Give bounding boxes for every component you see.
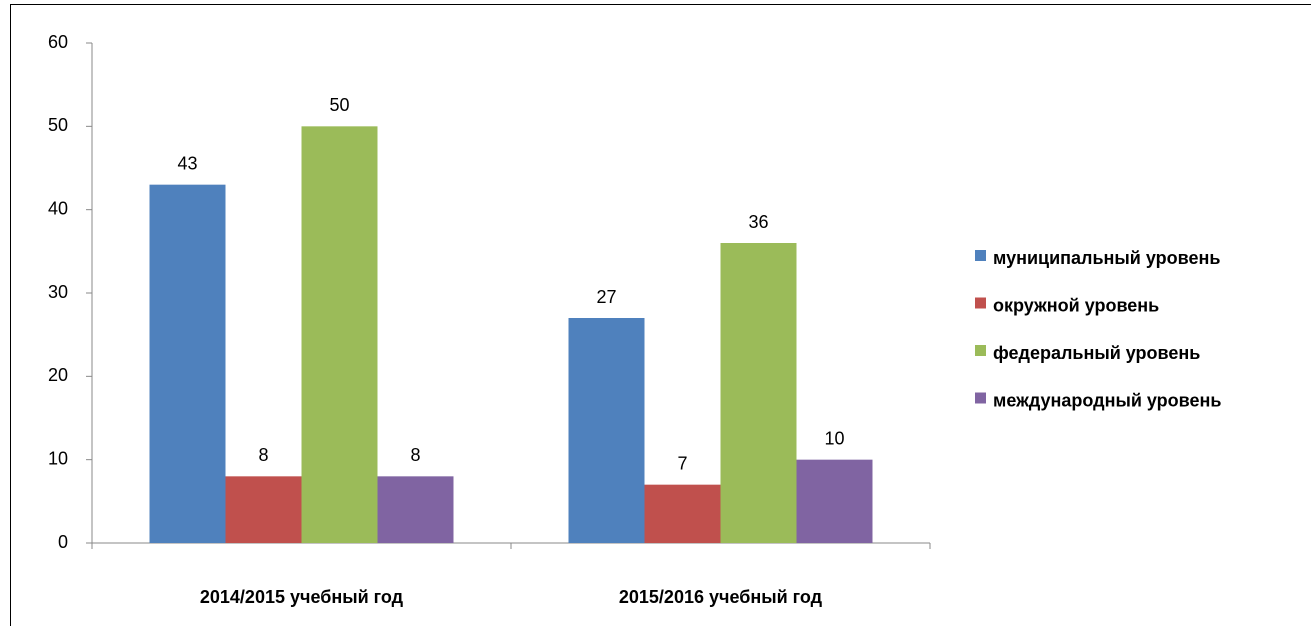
- bar: [644, 484, 721, 543]
- y-tick-label: 20: [48, 365, 68, 385]
- bar: [377, 476, 454, 543]
- y-tick-label: 60: [48, 32, 68, 52]
- x-tick-label: 2014/2015 учебный год: [200, 587, 404, 607]
- data-label: 50: [329, 95, 349, 115]
- bar: [301, 126, 378, 543]
- legend-swatch: [975, 297, 986, 309]
- data-label: 43: [177, 153, 197, 173]
- y-tick-label: 40: [48, 198, 68, 218]
- y-tick-label: 50: [48, 115, 68, 135]
- legend-swatch: [975, 392, 986, 404]
- legend-label: муниципальный уровень: [993, 248, 1220, 268]
- bar: [225, 476, 302, 543]
- legend-label: международный уровень: [993, 390, 1221, 410]
- data-label: 27: [596, 287, 616, 307]
- data-label: 8: [410, 445, 420, 465]
- bar: [149, 184, 226, 543]
- bar: [568, 318, 645, 543]
- legend-label: федеральный уровень: [993, 343, 1200, 363]
- x-tick-label: 2015/2016 учебный год: [619, 587, 823, 607]
- data-label: 10: [824, 428, 844, 448]
- chart-border: [10, 4, 1311, 626]
- y-tick-label: 10: [48, 448, 68, 468]
- data-label: 36: [748, 212, 768, 232]
- bar: [720, 243, 797, 543]
- data-label: 7: [677, 453, 687, 473]
- legend-swatch: [975, 250, 986, 261]
- data-label: 8: [258, 445, 268, 465]
- y-tick-label: 30: [48, 282, 68, 302]
- legend-swatch: [975, 345, 986, 356]
- y-tick-label: 0: [58, 532, 68, 552]
- bar: [796, 459, 873, 543]
- legend-label: окружной уровень: [993, 295, 1159, 315]
